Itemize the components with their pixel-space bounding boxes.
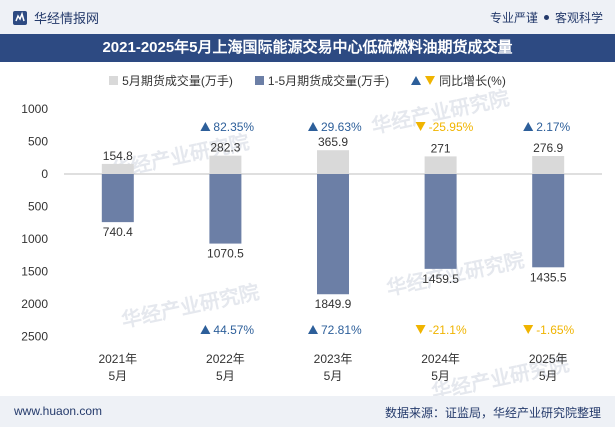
legend-swatch-may — [109, 76, 119, 85]
bar-may — [101, 163, 134, 174]
data-label-cumulative: 740.4 — [103, 225, 133, 239]
y-tick-label: 1500 — [21, 265, 48, 279]
legend-label-cumulative: 1-5月期货成交量(万手) — [267, 74, 390, 88]
x-tick-label-year: 2022年 — [206, 352, 245, 366]
data-label-cumulative: 1849.9 — [315, 297, 352, 311]
tagline-2: 客观科学 — [554, 11, 603, 25]
x-tick-label-month: 5月 — [539, 369, 558, 383]
tagline-1: 专业严谨 — [489, 11, 538, 25]
tagline: 专业严谨 客观科学 — [490, 9, 603, 26]
chart-legend: 5月期货成交量(万手) 1-5月期货成交量(万手) 同比增长(%) — [0, 72, 615, 89]
legend-item-growth: 同比增长(%) — [411, 72, 506, 89]
x-tick-label-year: 2025年 — [529, 352, 568, 366]
data-label-may: 276.9 — [533, 141, 563, 155]
data-label-may: 154.8 — [103, 149, 133, 163]
data-label-cumulative: 1459.5 — [422, 272, 459, 286]
growth-cumulative-label: -1.65% — [536, 323, 574, 337]
separator-dot-icon — [543, 15, 549, 20]
x-tick-label-month: 5月 — [324, 369, 343, 383]
bar-cumulative — [101, 174, 134, 223]
brand-logo-icon — [13, 10, 27, 25]
legend-item-may: 5月期货成交量(万手) — [109, 72, 233, 89]
bar-may — [424, 156, 457, 174]
growth-cumulative-triangle — [523, 325, 534, 334]
brand-logo[interactable]: 华经情报网 — [12, 8, 99, 27]
data-label-cumulative: 1070.5 — [207, 247, 244, 261]
growth-cumulative-triangle — [200, 325, 211, 334]
y-tick-label: 500 — [28, 200, 48, 214]
y-tick-label: 0 — [41, 167, 48, 181]
growth-may-triangle — [415, 122, 426, 131]
growth-may-triangle — [523, 122, 534, 131]
x-tick-label-year: 2024年 — [421, 352, 460, 366]
growth-may-label: -25.95% — [429, 120, 474, 134]
growth-may-label: 29.63% — [321, 120, 362, 134]
bar-cumulative — [209, 174, 242, 244]
footer-website-link[interactable]: www.huaon.com — [14, 404, 103, 418]
y-tick-label: 1000 — [21, 232, 48, 246]
x-tick-label-month: 5月 — [431, 369, 450, 383]
triangle-up-icon — [411, 76, 422, 85]
y-tick-label: 500 — [28, 135, 48, 149]
growth-cumulative-label: 72.81% — [321, 323, 362, 337]
data-label-may: 271 — [431, 141, 451, 155]
triangle-down-icon — [425, 76, 436, 85]
bar-cumulative — [317, 174, 349, 295]
growth-may-triangle — [308, 122, 318, 131]
growth-cumulative-triangle — [415, 325, 426, 334]
data-label-cumulative: 1435.5 — [530, 270, 567, 284]
legend-label-may: 5月期货成交量(万手) — [122, 74, 233, 88]
legend-label-growth: 同比增长(%) — [439, 74, 506, 88]
x-tick-label-year: 2021年 — [98, 352, 137, 366]
growth-cumulative-label: -21.1% — [429, 323, 467, 337]
chart-title: 2021-2025年5月上海国际能源交易中心低硫燃料油期货成交量 — [0, 34, 615, 62]
legend-item-cumulative: 1-5月期货成交量(万手) — [254, 72, 390, 89]
footer-bar: www.huaon.com 数据来源：证监局，华经产业研究院整理 — [0, 396, 615, 427]
growth-cumulative-triangle — [308, 325, 318, 334]
growth-may-label: 82.35% — [213, 120, 254, 134]
x-tick-label-month: 5月 — [108, 369, 127, 383]
y-tick-label: 2000 — [21, 297, 48, 311]
bar-may — [209, 155, 242, 174]
bar-may — [532, 156, 565, 174]
y-tick-label: 2500 — [21, 330, 48, 344]
footer-source: 数据来源：证监局，华经产业研究院整理 — [384, 406, 601, 420]
bar-may — [317, 150, 349, 174]
data-label-may: 282.3 — [210, 141, 240, 155]
growth-may-label: 2.17% — [536, 120, 570, 134]
header-bar: 华经情报网 专业严谨 客观科学 — [0, 0, 615, 34]
growth-may-triangle — [200, 122, 211, 131]
bar-cumulative — [532, 174, 565, 268]
x-tick-label-year: 2023年 — [314, 352, 353, 366]
bar-cumulative — [424, 174, 457, 269]
data-label-may: 365.9 — [318, 135, 348, 149]
growth-cumulative-label: 44.57% — [213, 323, 254, 337]
brand-name: 华经情报网 — [34, 11, 100, 26]
legend-swatch-cumulative — [254, 76, 264, 85]
y-tick-label: 1000 — [21, 102, 48, 116]
x-tick-label-month: 5月 — [216, 369, 235, 383]
